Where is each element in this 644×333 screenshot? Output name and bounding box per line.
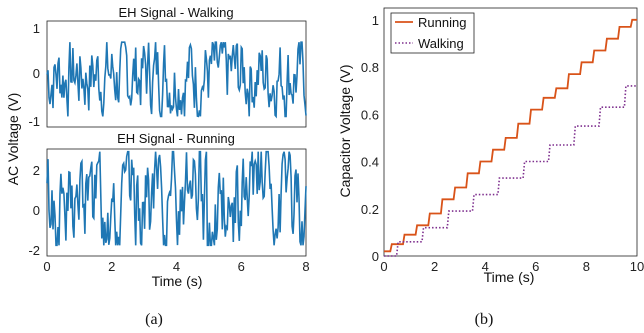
- capacitor-ytick-0: 0: [372, 249, 379, 264]
- capacitor-ytick-0.6: 0.6: [361, 107, 379, 122]
- capacitor-xtick-8: 8: [583, 259, 590, 274]
- capacitor-xlabel: Time (s): [484, 269, 535, 285]
- capacitor-ylabel: Capacitor Voltage (V): [337, 64, 353, 197]
- ac-voltage-ylabel: AC Voltage (V): [5, 93, 21, 186]
- running-xtick-4: 4: [173, 259, 180, 274]
- running-xtick-8: 8: [302, 259, 309, 274]
- capacitor-xtick-4: 4: [482, 259, 489, 274]
- running-xtick-6: 6: [238, 259, 245, 274]
- caption-a: (a): [145, 311, 163, 328]
- walking-capacitor-line: [384, 85, 637, 257]
- running-capacitor-line: [384, 18, 637, 253]
- running-ytick-2: 2: [33, 163, 40, 178]
- running-xlabel: Time (s): [152, 273, 203, 289]
- legend-running-label: Running: [418, 15, 466, 30]
- walking-ytick-0: 0: [33, 66, 40, 81]
- capacitor-xtick-2: 2: [431, 259, 438, 274]
- walking-ytick-neg1: -1: [28, 114, 40, 129]
- capacitor-ytick-0.4: 0.4: [361, 155, 379, 170]
- capacitor-ytick-0.8: 0.8: [361, 60, 379, 75]
- walking-title: EH Signal - Walking: [118, 5, 233, 20]
- walking-signal-line: [46, 41, 307, 119]
- running-xtick-2: 2: [108, 259, 115, 274]
- capacitor-panel: 0 2 4 6 8 10 0 0.2 0.4 0.6 0.8 1 Running Walking Ca…: [337, 7, 644, 285]
- legend: Running Walking: [390, 12, 475, 54]
- running-signal-line: [46, 150, 307, 247]
- running-ytick-0: 0: [33, 203, 40, 218]
- capacitor-ytick-0.2: 0.2: [361, 202, 379, 217]
- legend-box: [390, 12, 475, 54]
- running-xticks: 0 2 4 6 8: [43, 259, 309, 274]
- running-xtick-0: 0: [43, 259, 50, 274]
- capacitor-ytick-1: 1: [372, 13, 379, 28]
- legend-walking-label: Walking: [418, 36, 464, 51]
- capacitor-xtick-6: 6: [532, 259, 539, 274]
- capacitor-ticks: 0 2 4 6 8 10 0 0.2 0.4 0.6 0.8 1: [361, 13, 644, 274]
- running-ytick-neg2: -2: [28, 243, 40, 258]
- capacitor-axes: [383, 7, 638, 257]
- caption-b: (b): [475, 311, 494, 328]
- running-panel: EH Signal - Running 2 0 -2 0 2 4 6 8 Time (s…: [28, 131, 309, 289]
- running-title: EH Signal - Running: [117, 131, 235, 146]
- capacitor-xtick-10: 10: [630, 259, 644, 274]
- walking-panel: EH Signal - Walking 1 0 -1: [28, 5, 307, 129]
- walking-ytick-1: 1: [33, 21, 40, 36]
- capacitor-xtick-0: 0: [380, 259, 387, 274]
